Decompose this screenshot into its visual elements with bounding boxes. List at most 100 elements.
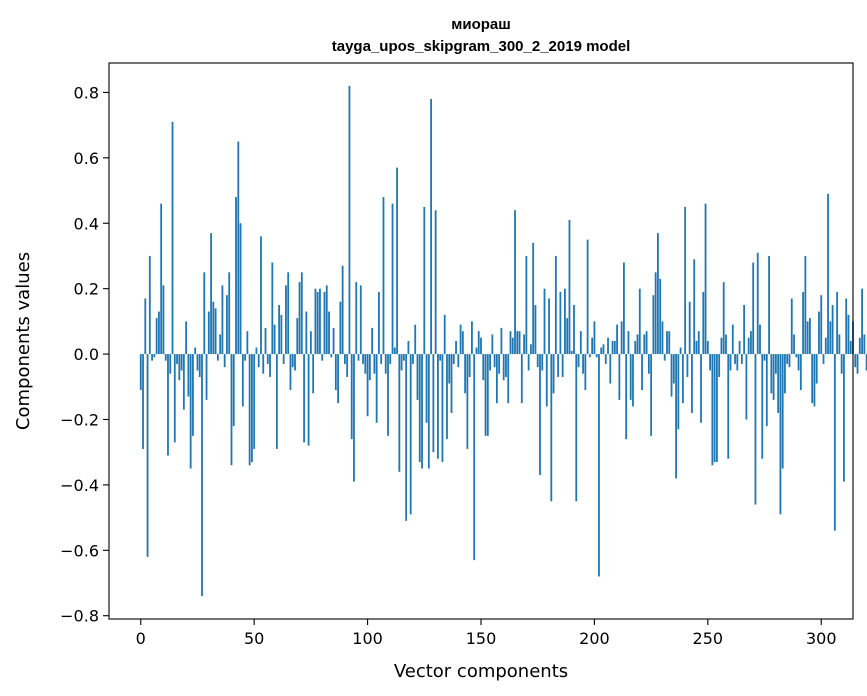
- bar: [770, 354, 773, 394]
- bar: [586, 239, 589, 355]
- bar: [740, 354, 743, 364]
- bar: [439, 354, 442, 361]
- bar: [486, 354, 489, 436]
- bar: [659, 278, 662, 355]
- x-axis-label: Vector components: [394, 661, 568, 682]
- y-axis-label: Components values: [13, 252, 34, 430]
- y-axis-ticks: −0.8 −0.6 −0.4 −0.2 0.0 0.2 0.4 0.6 0.8: [60, 83, 109, 626]
- bar: [738, 341, 741, 355]
- bar: [160, 203, 163, 355]
- bar: [457, 354, 460, 368]
- bar: [688, 301, 691, 355]
- bar: [693, 259, 696, 355]
- y-tick-label: 0.2: [74, 280, 99, 299]
- bar: [679, 347, 682, 355]
- bar: [375, 354, 378, 423]
- bar: [704, 203, 707, 355]
- bar: [668, 331, 671, 355]
- bar: [164, 354, 167, 361]
- bar: [518, 331, 521, 355]
- bar: [144, 298, 147, 355]
- bar: [827, 193, 829, 355]
- bar: [716, 354, 718, 463]
- bar: [216, 354, 219, 361]
- bar: [448, 354, 451, 384]
- bar: [652, 295, 655, 355]
- bar: [341, 265, 344, 355]
- bar: [325, 285, 328, 355]
- bar: [564, 288, 566, 355]
- bar: [584, 354, 587, 391]
- chart-subtitle: tayga_upos_skipgram_300_2_2019 model: [332, 38, 631, 55]
- bar: [861, 288, 863, 355]
- bar: [309, 331, 312, 355]
- bar: [806, 321, 809, 355]
- bar: [768, 255, 770, 355]
- bar: [248, 354, 251, 466]
- bar: [781, 354, 784, 469]
- bar: [289, 354, 292, 391]
- bar: [362, 354, 364, 364]
- bar: [641, 354, 643, 391]
- bar: [423, 206, 426, 355]
- bar: [745, 354, 748, 420]
- bar: [452, 354, 455, 364]
- bar: [207, 311, 210, 355]
- bar: [650, 354, 653, 436]
- bar: [282, 354, 285, 364]
- bar: [461, 331, 464, 355]
- bar: [604, 354, 607, 364]
- bar: [185, 321, 188, 355]
- bar: [278, 305, 281, 355]
- bar: [541, 354, 544, 371]
- bar: [784, 354, 786, 394]
- bar: [477, 331, 480, 355]
- bar: [180, 354, 183, 371]
- bar: [176, 354, 178, 364]
- bar: [575, 354, 578, 502]
- bar: [505, 354, 507, 377]
- bar: [328, 311, 330, 355]
- bar: [319, 288, 321, 355]
- bar: [711, 354, 714, 466]
- bar: [482, 354, 485, 381]
- bar: [455, 341, 457, 355]
- bar: [786, 354, 789, 364]
- bar: [570, 350, 573, 355]
- bar: [169, 354, 172, 374]
- x-tick-label: 250: [693, 629, 724, 648]
- bar: [647, 354, 650, 374]
- bar: [312, 354, 315, 394]
- bar: [532, 242, 535, 355]
- bar: [663, 354, 666, 361]
- bar: [271, 262, 274, 355]
- bar: [527, 354, 530, 371]
- bar: [793, 334, 795, 355]
- bar: [475, 347, 478, 355]
- bar: [734, 354, 736, 364]
- bar: [425, 354, 428, 423]
- bar: [219, 334, 222, 355]
- y-tick-label: −0.2: [60, 410, 99, 429]
- bar: [681, 354, 684, 404]
- bar: [568, 219, 571, 355]
- bar: [355, 282, 358, 355]
- bar: [262, 354, 265, 374]
- bar: [210, 233, 212, 355]
- bar: [330, 354, 333, 358]
- x-tick-label: 200: [579, 629, 610, 648]
- bar: [675, 354, 677, 479]
- bar: [539, 354, 541, 476]
- bar: [398, 354, 401, 472]
- bar: [727, 354, 730, 459]
- bar: [777, 354, 780, 413]
- bar: [609, 354, 612, 384]
- bar: [849, 341, 852, 355]
- bar: [158, 311, 160, 355]
- bar: [307, 354, 310, 446]
- bar: [437, 354, 439, 459]
- bar: [548, 298, 550, 355]
- bar: [203, 272, 206, 355]
- bar: [405, 354, 408, 521]
- y-tick-label: 0.6: [74, 149, 99, 168]
